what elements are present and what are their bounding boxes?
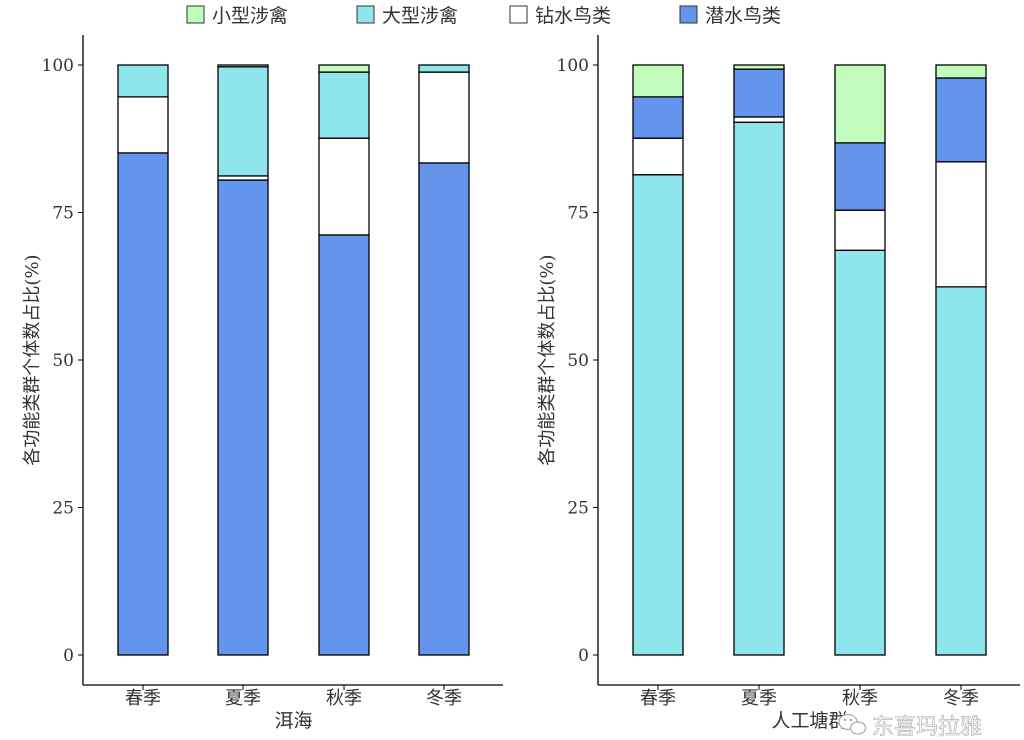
y-tick-label: 75 <box>567 204 589 224</box>
x-tick-label: 秋季 <box>842 688 878 709</box>
legend-item: 大型涉禽 <box>356 5 458 27</box>
x-axis-label: 洱海 <box>274 710 312 732</box>
bar-segment <box>318 137 370 236</box>
bar-stack-冬季 <box>418 64 470 656</box>
bar-segment <box>217 179 269 656</box>
legend-item: 小型涉禽 <box>186 5 288 27</box>
legend-label: 大型涉禽 <box>382 5 458 27</box>
bar-stack-秋季 <box>318 64 370 656</box>
y-tick-label: 100 <box>557 56 589 76</box>
bar-segment <box>935 161 987 288</box>
legend-label: 小型涉禽 <box>212 5 288 27</box>
y-tick-label: 25 <box>567 499 589 519</box>
x-tick-label: 春季 <box>125 688 161 709</box>
bar-segment <box>834 249 886 656</box>
y-tick-label: 75 <box>52 204 74 224</box>
bar-stack-秋季 <box>834 64 886 656</box>
y-tick-label: 0 <box>63 646 74 666</box>
bar-segment <box>834 209 886 251</box>
legend-swatch <box>679 5 698 24</box>
bar-segment <box>632 174 684 656</box>
y-axis-label: 各功能类群个体数占比(%) <box>537 254 558 465</box>
bar-segment <box>217 66 269 177</box>
bar-segment <box>632 96 684 139</box>
bar-segment <box>117 64 169 98</box>
y-tick-label: 25 <box>52 499 74 519</box>
legend-label: 潜水鸟类 <box>705 5 781 27</box>
watermark-text: 东喜玛拉雅 <box>872 715 982 740</box>
bar-stack-夏季 <box>217 64 269 656</box>
legend-item: 潜水鸟类 <box>679 5 781 27</box>
bar-segment <box>733 121 785 656</box>
y-tick-label: 50 <box>567 351 589 371</box>
x-axis-label: 人工塘群 <box>771 710 847 732</box>
x-tick-label: 春季 <box>640 688 676 709</box>
bar-segment <box>117 152 169 656</box>
bar-segment <box>632 137 684 176</box>
y-tick-label: 50 <box>52 351 74 371</box>
x-tick-label: 秋季 <box>326 688 362 709</box>
bar-stack-春季 <box>117 64 169 656</box>
bar-segment <box>733 116 785 123</box>
legend: 小型涉禽 大型涉禽 钻水鸟类 潜水鸟类 <box>186 5 781 27</box>
bar-stack-冬季 <box>935 64 987 656</box>
y-axis-label: 各功能类群个体数占比(%) <box>22 254 43 465</box>
legend-swatch <box>356 5 375 24</box>
y-tick-label: 100 <box>42 56 74 76</box>
watermark: 东喜玛拉雅 <box>838 713 982 740</box>
bar-segment <box>318 71 370 139</box>
x-tick-label: 冬季 <box>426 688 462 709</box>
bar-segment <box>418 162 470 656</box>
legend-label: 钻水鸟类 <box>535 5 611 27</box>
bar-segment <box>733 68 785 118</box>
bar-segment <box>632 64 684 98</box>
bar-segment <box>318 234 370 656</box>
bar-segment <box>733 64 785 70</box>
legend-swatch <box>186 5 205 24</box>
legend-swatch <box>509 5 528 24</box>
bar-stack-春季 <box>632 64 684 656</box>
legend-item: 钻水鸟类 <box>509 5 611 27</box>
bar-segment <box>418 71 470 164</box>
bar-segment <box>117 96 169 154</box>
bar-segment <box>935 64 987 79</box>
wechat-icon <box>838 713 867 735</box>
bar-segment <box>834 142 886 211</box>
bar-segment <box>935 286 987 656</box>
x-tick-label: 夏季 <box>225 688 261 709</box>
bar-segment <box>834 64 886 144</box>
y-tick-label: 0 <box>578 646 589 666</box>
bar-segment <box>418 64 470 73</box>
bar-segment <box>318 64 370 73</box>
bar-segment <box>935 77 987 163</box>
x-tick-label: 冬季 <box>943 688 979 709</box>
bar-stack-夏季 <box>733 64 785 656</box>
x-tick-label: 夏季 <box>741 688 777 709</box>
bar-segment <box>217 64 269 68</box>
